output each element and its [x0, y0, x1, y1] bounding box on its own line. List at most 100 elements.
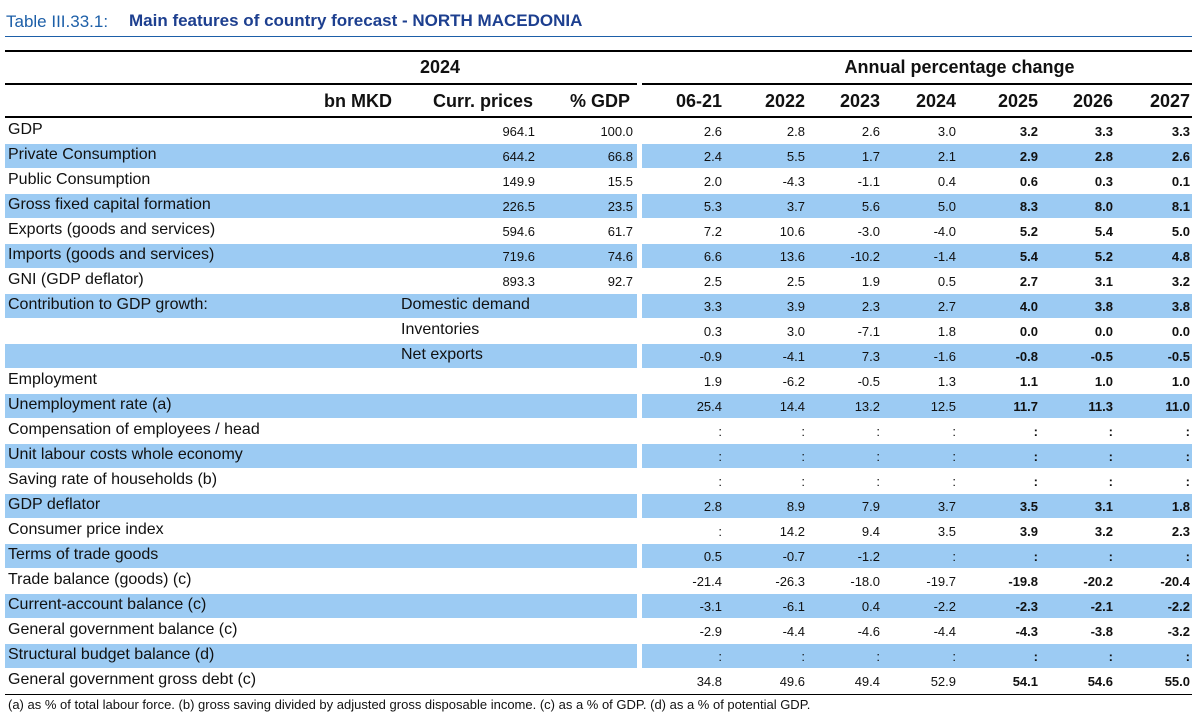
cell: 0.1	[1171, 174, 1190, 189]
row-shading	[642, 444, 1192, 468]
row-shading	[642, 344, 1192, 368]
column-header: 2026	[1072, 91, 1113, 111]
cell: 2.5	[703, 274, 722, 289]
row-sublabel: Inventories	[401, 321, 480, 338]
row-label: Exports (goods and services)	[8, 221, 216, 238]
cell: 5.0	[937, 199, 956, 214]
cell: :	[876, 424, 880, 439]
cell: 7.9	[861, 499, 880, 514]
row-label: General government gross debt (c)	[8, 671, 257, 688]
cell: 8.0	[1094, 199, 1113, 214]
row-label: Compensation of employees / head	[8, 421, 260, 438]
row-shading	[5, 244, 637, 268]
cell: -3.8	[1090, 624, 1113, 639]
cell: :	[718, 449, 722, 464]
cell: 3.0	[937, 124, 956, 139]
cell: 8.1	[1171, 199, 1190, 214]
row-shading	[5, 494, 637, 518]
cell: 0.4	[861, 599, 880, 614]
cell: 644.2	[502, 149, 535, 164]
cell: 54.6	[1087, 674, 1113, 689]
cell: 3.9	[1019, 524, 1038, 539]
cell: :	[1033, 649, 1038, 664]
column-header: 2025	[997, 91, 1038, 111]
cell: 5.2	[1094, 249, 1113, 264]
cell: -20.4	[1160, 574, 1190, 589]
cell: 11.0	[1165, 399, 1190, 414]
cell: 5.0	[1171, 224, 1190, 239]
cell: :	[1185, 649, 1190, 664]
cell: :	[1108, 424, 1113, 439]
cell: 7.2	[703, 224, 722, 239]
cell: -4.3	[782, 174, 805, 189]
cell: :	[718, 524, 722, 539]
cell: -18.0	[850, 574, 880, 589]
title-rule	[5, 36, 1192, 37]
cell: -4.6	[857, 624, 880, 639]
cell: 74.6	[607, 249, 633, 264]
cell: :	[1033, 449, 1038, 464]
cell: 2.4	[703, 149, 722, 164]
title-prefix: Table III.33.1:	[6, 12, 109, 31]
rule	[5, 116, 1192, 118]
cell: 1.3	[937, 374, 956, 389]
cell: 0.5	[703, 549, 722, 564]
cell: 1.8	[937, 324, 956, 339]
cell: 5.4	[1094, 224, 1113, 239]
cell: 2.6	[1171, 149, 1190, 164]
row-label: Gross fixed capital formation	[8, 196, 211, 213]
cell: 0.6	[1019, 174, 1038, 189]
cell: -1.1	[857, 174, 880, 189]
cell: 10.6	[779, 224, 805, 239]
cell: 34.8	[696, 674, 722, 689]
cell: 49.4	[854, 674, 880, 689]
cell: 2.7	[1019, 274, 1038, 289]
row-label: Saving rate of households (b)	[8, 471, 218, 488]
cell: -4.4	[933, 624, 956, 639]
footnote: (a) as % of total labour force. (b) gros…	[8, 697, 811, 712]
cell: :	[1108, 549, 1113, 564]
column-header: 2027	[1149, 91, 1190, 111]
cell: 3.8	[1094, 299, 1113, 314]
cell: 3.5	[1019, 499, 1038, 514]
cell: :	[952, 549, 956, 564]
column-header: % GDP	[569, 91, 630, 111]
column-header: 2024	[915, 91, 956, 111]
cell: 2.7	[937, 299, 956, 314]
cell: 8.3	[1019, 199, 1038, 214]
cell: 5.2	[1019, 224, 1038, 239]
cell: :	[952, 424, 956, 439]
cell: -2.1	[1090, 599, 1113, 614]
cell: 55.0	[1164, 674, 1190, 689]
row-label: General government balance (c)	[8, 621, 238, 638]
column-header: bn MKD	[324, 91, 392, 111]
cell: 61.7	[607, 224, 633, 239]
cell: -0.8	[1015, 349, 1038, 364]
row-shading	[5, 394, 637, 418]
row-label: GDP deflator	[8, 496, 101, 513]
row-label: GDP	[8, 121, 43, 138]
cell: -19.7	[926, 574, 956, 589]
cell: 1.7	[861, 149, 880, 164]
cell: -4.0	[933, 224, 956, 239]
cell: -2.2	[933, 599, 956, 614]
row-label: Contribution to GDP growth:	[8, 296, 208, 313]
row-label: Private Consumption	[8, 146, 157, 163]
row-shading	[642, 644, 1192, 668]
cell: 2.8	[1094, 149, 1113, 164]
cell: 2.0	[703, 174, 722, 189]
cell: 3.3	[1094, 124, 1113, 139]
row-shading	[642, 144, 1192, 168]
column-header: Curr. prices	[432, 91, 533, 111]
cell: 3.0	[786, 324, 805, 339]
cell: :	[1185, 474, 1190, 489]
row-shading	[642, 394, 1192, 418]
cell: 5.6	[861, 199, 880, 214]
cell: 0.5	[937, 274, 956, 289]
cell: 3.1	[1094, 499, 1113, 514]
cell: -10.2	[850, 249, 880, 264]
row-shading	[642, 294, 1192, 318]
cell: 2.8	[703, 499, 722, 514]
row-label: Public Consumption	[8, 171, 151, 188]
cell: 893.3	[502, 274, 535, 289]
